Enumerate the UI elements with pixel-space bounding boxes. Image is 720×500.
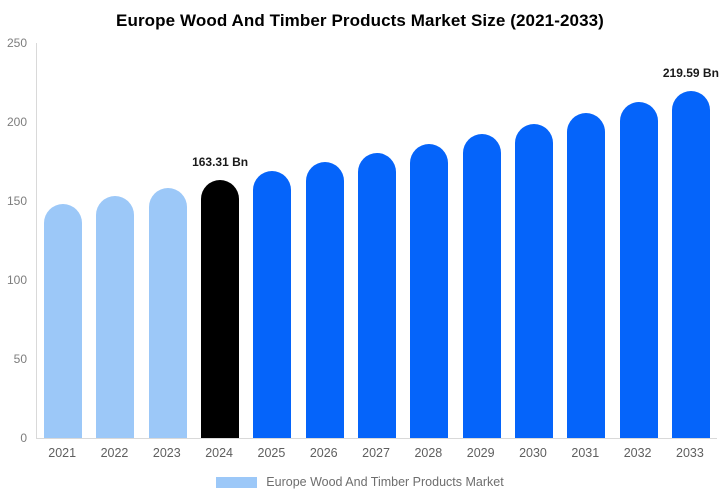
bar-value-label-2033: 219.59 Bn	[662, 66, 719, 81]
legend[interactable]: Europe Wood And Timber Products Market	[0, 475, 720, 489]
bar-2029[interactable]	[462, 133, 501, 438]
x-tick-label-2022: 2022	[100, 446, 129, 460]
x-tick-label-2030: 2030	[519, 446, 547, 460]
legend-swatch-icon	[216, 476, 258, 488]
bar-slot-2025	[246, 43, 298, 438]
x-tick-label-2024: 2024	[205, 446, 233, 460]
x-tick-label-2027: 2027	[362, 446, 390, 460]
bar-slot-2024: 163.31 Bn	[192, 43, 249, 438]
plot-area: 163.31 Bn 219.59 Bn	[36, 43, 719, 439]
bar-2025[interactable]	[253, 171, 292, 438]
y-tick-label: 250	[6, 36, 27, 50]
y-tick-label: 100	[6, 273, 27, 287]
y-axis: 0 50 100 150 200 250	[0, 36, 30, 445]
bar-2030[interactable]	[514, 123, 553, 438]
y-tick-label: 150	[6, 194, 27, 208]
bar-slot-2021	[37, 43, 89, 438]
bar-2033[interactable]	[671, 91, 710, 438]
x-tick-label-2026: 2026	[309, 446, 338, 460]
bar-slot-2030	[508, 43, 560, 438]
chart-title: Europe Wood And Timber Products Market S…	[116, 11, 604, 30]
x-tick-label-2023: 2023	[152, 446, 181, 460]
x-axis: 2021 2022 2023 2024 2025 2026 2027 2028 2029 2030…	[36, 446, 716, 460]
bar-value-label-2024: 163.31 Bn	[192, 154, 249, 169]
bar-slot-2028	[403, 43, 455, 438]
x-tick-label-2025: 2025	[257, 446, 286, 460]
bar-2022[interactable]	[96, 196, 135, 438]
bar-slot-2027	[351, 43, 403, 438]
y-tick-label: 200	[6, 115, 27, 129]
y-tick-label: 0	[20, 431, 27, 445]
x-tick-label-2031: 2031	[571, 446, 600, 460]
y-tick-label: 50	[13, 352, 27, 366]
bar-slot-2032	[612, 43, 664, 438]
bar-slot-2026	[299, 43, 351, 438]
bar-slot-2031	[560, 43, 612, 438]
bar-slot-2029	[456, 43, 508, 438]
x-tick-label-2021: 2021	[48, 446, 77, 460]
x-tick-label-2028: 2028	[414, 446, 443, 460]
bar-2026[interactable]	[305, 162, 344, 438]
bar-2024[interactable]	[201, 179, 240, 438]
bar-2021[interactable]	[44, 204, 83, 438]
x-tick-label-2032: 2032	[623, 446, 652, 460]
legend-label: Europe Wood And Timber Products Market	[266, 475, 504, 489]
bar-slot-2023	[142, 43, 194, 438]
bar-2027[interactable]	[358, 153, 397, 438]
bar-2028[interactable]	[410, 143, 449, 438]
bar-slot-2022	[89, 43, 141, 438]
x-tick-label-2033: 2033	[676, 446, 704, 460]
bars-layer: 163.31 Bn 219.59 Bn	[37, 43, 719, 438]
bar-slot-2033: 219.59 Bn	[662, 43, 719, 438]
bar-2031[interactable]	[567, 113, 606, 438]
bar-2023[interactable]	[148, 188, 187, 438]
x-tick-label-2029: 2029	[466, 446, 495, 460]
bar-2032[interactable]	[619, 102, 658, 438]
